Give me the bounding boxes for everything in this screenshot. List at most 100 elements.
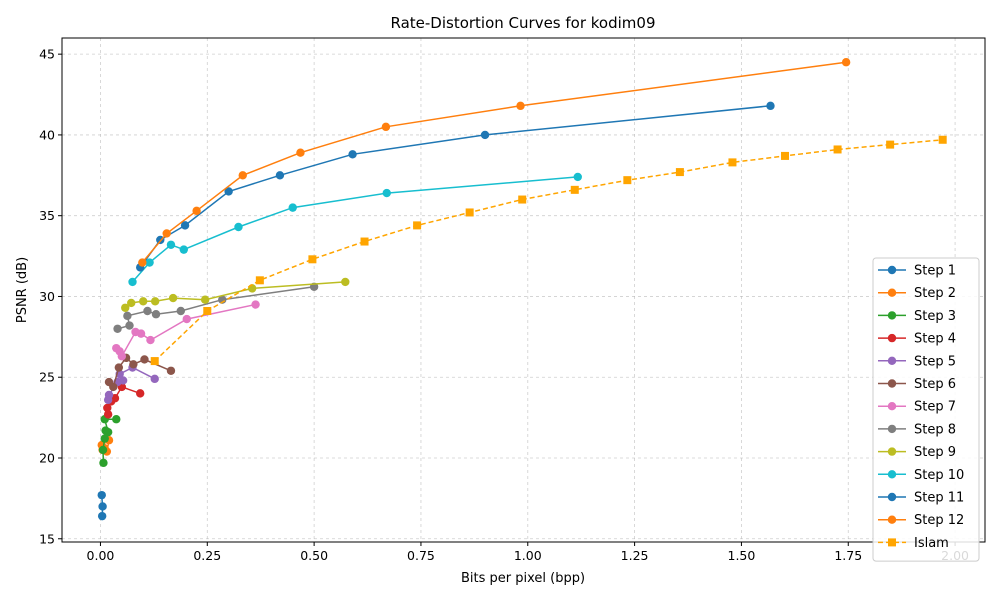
legend-box [872,257,980,562]
data-point [360,237,369,246]
data-point [192,206,201,216]
legend-marker [887,379,897,388]
data-point [480,130,490,140]
data-point [151,310,161,319]
data-point [341,277,350,287]
legend-entry: Step 2 [878,286,956,301]
legend-label: Step 2 [914,286,956,301]
x-tick-label: 1.25 [621,548,649,563]
x-tick-label: 0.50 [300,548,328,563]
legend-entry: Step 10 [878,468,964,483]
data-point [138,258,147,267]
legend-label: Step 12 [914,513,964,528]
data-point [97,490,106,500]
legend-marker [887,515,897,524]
x-tick-label: 1.50 [728,548,756,563]
data-point [143,306,152,316]
data-point [251,300,260,309]
legend-label: Step 8 [914,422,956,437]
legend-entry: Step 6 [878,377,956,392]
series-13 [150,135,947,366]
data-point [381,122,391,132]
data-point [98,502,107,511]
legend-label: Step 11 [914,491,964,506]
legend-entry: Step 5 [878,354,956,369]
chart-title: Rate-Distortion Curves for kodim09 [390,14,655,32]
data-point [255,276,264,285]
data-point [166,240,176,249]
data-point [176,306,185,316]
data-point [162,229,171,238]
series-line [139,105,771,268]
legend-marker [887,470,897,479]
data-point [465,208,474,217]
data-point [117,352,127,361]
data-point [166,366,176,375]
data-point [573,172,582,182]
legend-label: Step 1 [914,264,956,279]
series-10 [128,172,582,287]
legend-label: Step 4 [914,332,956,347]
legend-entry: Step 9 [878,445,956,460]
data-point [125,321,134,330]
data-point [104,390,114,400]
data-point [140,355,149,364]
data-point [238,171,247,180]
legend-marker [887,402,897,411]
legend-marker [887,424,897,434]
plot-frame [61,37,986,543]
legend-marker [887,447,897,456]
data-point [150,357,159,366]
data-point [623,176,632,185]
data-point [135,389,145,398]
legend-entry: Step 7 [878,400,956,415]
data-point [288,203,297,212]
series-line [141,61,847,263]
data-point [182,314,191,324]
data-point [308,255,317,264]
data-point [234,222,243,232]
legend-entry: Islam [878,536,949,551]
x-tick-label: 1.00 [514,548,542,563]
data-point [136,329,146,338]
legend-label: Step 3 [914,309,956,324]
data-point [728,158,737,167]
data-point [114,363,124,372]
data-point [413,221,422,230]
x-tick-label: 0.75 [407,548,435,563]
series-6 [104,353,176,392]
y-axis-label: PSNR (dB) [15,257,30,323]
legend-marker [887,265,897,275]
y-tick-label: 45 [39,47,55,62]
data-point [200,295,210,304]
x-axis-label: Bits per pixel (bpp) [461,571,585,586]
data-point [570,185,579,194]
data-point [103,427,113,437]
data-point [150,297,160,306]
legend-label: Step 6 [914,377,956,392]
data-point [113,324,122,333]
legend-entry: Step 3 [878,309,956,324]
data-point [138,297,148,306]
data-point [180,221,190,230]
data-point [886,140,895,149]
legend-marker [888,538,896,547]
data-point [516,101,525,111]
data-point [127,298,136,308]
data-point [938,135,947,144]
legend-marker [887,492,897,502]
data-point [146,335,155,345]
series-layer [97,58,947,521]
series-line [154,139,943,362]
legend-label: Islam [914,536,949,551]
data-point [766,101,775,111]
legend-label: Step 7 [914,400,956,415]
series-9 [121,277,350,312]
series-12 [138,58,851,267]
data-point [518,195,527,204]
series-line [131,176,578,283]
legend-label: Step 9 [914,445,956,460]
legend-entry: Step 4 [878,332,956,347]
data-point [179,245,188,254]
